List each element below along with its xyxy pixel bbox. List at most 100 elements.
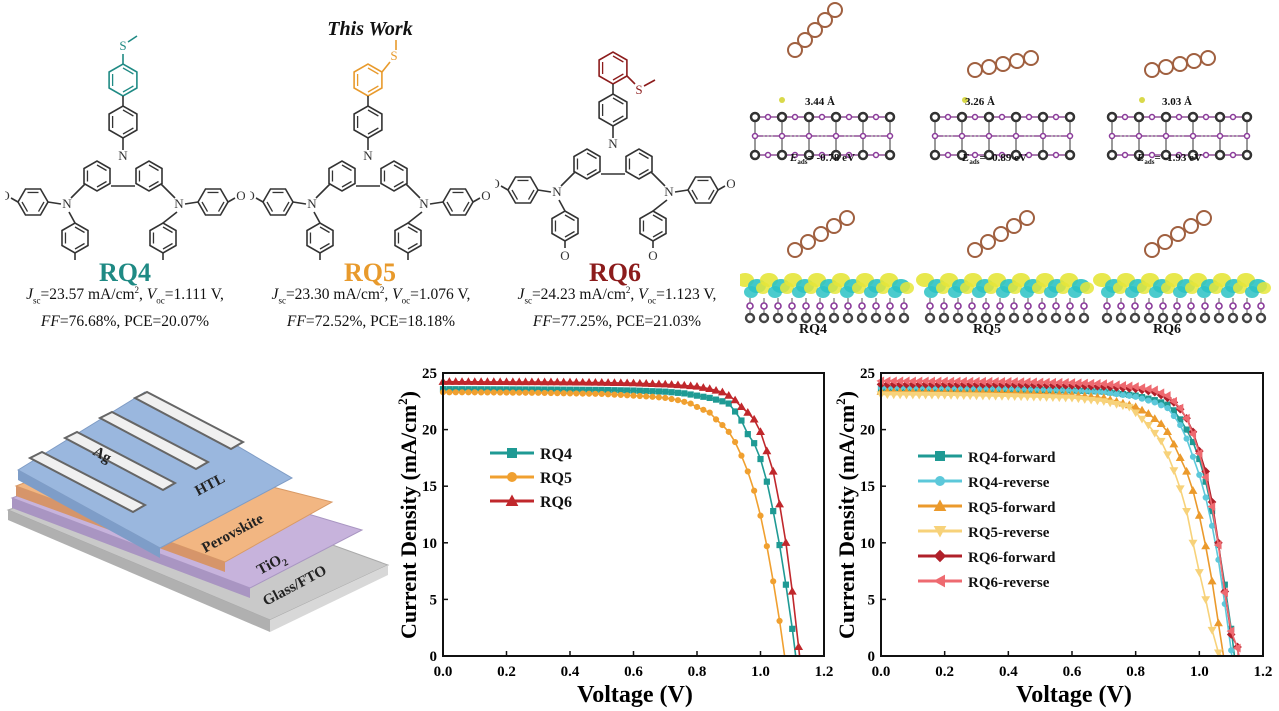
data-point: [693, 403, 701, 411]
data-point: [1099, 398, 1109, 406]
jsc-sub: sc: [33, 295, 41, 306]
y-tick-label: 20: [860, 423, 875, 439]
data-point: [717, 387, 727, 396]
data-point: [1132, 393, 1139, 400]
data-point: [547, 389, 555, 397]
legend-item-rq4-reverse: RQ4-reverse: [918, 475, 1050, 491]
data-point: [744, 431, 751, 438]
legend-label: RQ5-forward: [968, 500, 1056, 516]
data-point: [546, 377, 556, 386]
benzene-ring: [353, 63, 383, 97]
legend-item-rq4: RQ4: [490, 446, 572, 463]
data-point: [1207, 576, 1217, 585]
data-point: [590, 377, 600, 386]
atom-label: O: [5, 188, 10, 203]
data-point: [1182, 508, 1192, 516]
data-point: [1105, 379, 1114, 389]
data-point: [757, 512, 764, 519]
data-point: [725, 428, 732, 435]
data-point: [585, 390, 593, 397]
data-point: [495, 377, 505, 386]
data-point: [1029, 393, 1039, 402]
data-point: [1131, 409, 1141, 418]
series-line: [443, 380, 801, 657]
data-point: [584, 377, 594, 386]
y-tick-label: 25: [422, 366, 437, 382]
data-point: [521, 377, 531, 386]
benzene-ring: [135, 160, 163, 192]
e-label: E: [1137, 152, 1145, 164]
data-point: [641, 379, 651, 387]
data-point: [1183, 426, 1190, 433]
data-point: [959, 392, 969, 401]
data-point: [1126, 392, 1133, 399]
data-point: [978, 392, 988, 401]
y-axis-label-sup: 2: [395, 398, 410, 405]
data-point: [1016, 393, 1026, 402]
data-point: [598, 390, 605, 398]
data-point: [636, 392, 643, 400]
plot-frame: [880, 372, 1264, 657]
jsc-sup: 2: [134, 285, 140, 295]
bond: [652, 199, 668, 212]
legend-label: RQ6-reverse: [968, 575, 1050, 591]
data-point: [571, 377, 581, 386]
charge-density-slab-1: [740, 210, 914, 324]
x-tick-label: 0.8: [688, 664, 707, 680]
data-point: [655, 388, 662, 395]
data-point: [1150, 385, 1158, 395]
legend-item-rq5: RQ5: [490, 470, 572, 487]
atom-label: N: [174, 196, 184, 211]
data-point: [732, 438, 739, 446]
series-rq6-reverse: [876, 376, 1241, 657]
data-point: [446, 389, 453, 396]
data-point: [1111, 380, 1120, 390]
y-axis-label: Current Density (mA/cm2): [395, 391, 421, 639]
bond: [313, 211, 321, 224]
data-point: [660, 379, 670, 388]
data-point: [655, 394, 662, 401]
data-point: [603, 378, 613, 386]
bond: [162, 211, 178, 224]
data-point: [933, 391, 943, 400]
data-point: [1156, 437, 1166, 446]
data-point: [770, 578, 777, 585]
data-point: [775, 499, 785, 508]
data-point: [1145, 397, 1152, 404]
data-point: [1105, 399, 1115, 408]
chart-legend: RQ4 RQ5 RQ6: [490, 446, 572, 511]
atom-label: S: [635, 82, 642, 97]
data-point: [757, 455, 764, 463]
data-point: [509, 389, 516, 396]
bond: [160, 183, 176, 199]
atom-label: O: [481, 188, 490, 203]
atom-label: N: [118, 148, 128, 163]
data-point: [756, 427, 765, 435]
data-point: [1169, 467, 1179, 475]
data-point: [1202, 494, 1209, 501]
data-point: [649, 393, 656, 400]
data-point: [1201, 541, 1211, 550]
data-point: [927, 391, 937, 400]
data-point: [1124, 403, 1134, 412]
data-point: [770, 508, 777, 515]
bond: [472, 197, 481, 203]
data-point: [667, 380, 677, 388]
bond: [315, 183, 331, 199]
atom-label: N: [307, 196, 317, 211]
data-point: [470, 377, 480, 385]
legend-marker: [933, 574, 945, 588]
legend-label: RQ4: [540, 446, 572, 463]
data-point: [643, 393, 650, 400]
data-point: [1194, 511, 1204, 519]
data-point: [1035, 393, 1045, 402]
data-point: [527, 377, 537, 386]
series-rq4: [439, 386, 797, 657]
data-point: [1182, 466, 1192, 475]
x-tick-label: 0.2: [497, 664, 516, 680]
charge-density-slab-2: [916, 210, 1094, 324]
data-point: [559, 377, 569, 386]
data-point: [965, 392, 975, 401]
voc-label: V: [146, 286, 157, 304]
adsorbed-molecule-3: [1139, 50, 1216, 103]
